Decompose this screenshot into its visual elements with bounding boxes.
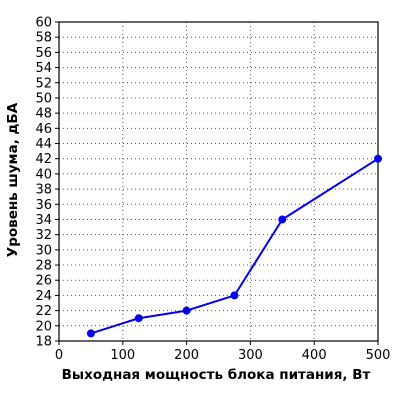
grid-lines: [59, 22, 378, 341]
x-axis-title: Выходная мощность блока питания, Вт: [62, 367, 371, 383]
axes: [55, 21, 379, 345]
y-tick-label: 20: [35, 319, 52, 334]
y-tick-label: 50: [35, 91, 52, 106]
data-point: [182, 306, 191, 315]
y-tick-label: 54: [35, 61, 52, 76]
y-tick-label: 46: [35, 122, 52, 137]
y-tick-label: 60: [35, 16, 52, 31]
x-tick-label: 300: [238, 348, 263, 363]
y-tick-label: 56: [35, 46, 52, 61]
data-point: [374, 154, 382, 163]
y-axis-title: Уровень шума, дБА: [5, 102, 21, 257]
y-tick-label: 24: [35, 289, 52, 304]
x-tick-label: 0: [55, 348, 63, 363]
y-tick-label: 28: [35, 259, 52, 274]
y-tick-label: 30: [35, 243, 52, 258]
y-tick-label: 22: [35, 304, 52, 319]
y-tick-label: 42: [35, 152, 52, 167]
y-tick-labels: 1820222426283032343638404244464850525456…: [35, 16, 52, 350]
x-tick-label: 100: [110, 348, 135, 363]
x-tick-label: 400: [302, 348, 327, 363]
x-tick-label: 500: [366, 348, 391, 363]
y-tick-label: 52: [35, 76, 52, 91]
y-tick-label: 32: [35, 228, 52, 243]
data-point: [278, 215, 287, 224]
y-tick-label: 34: [35, 213, 52, 228]
y-tick-label: 38: [35, 183, 52, 198]
y-tick-label: 58: [35, 31, 52, 46]
y-tick-label: 48: [35, 107, 52, 122]
data-point: [86, 329, 95, 338]
x-tick-label: 200: [174, 348, 199, 363]
plot-frame: [58, 21, 379, 342]
data-point: [134, 314, 143, 323]
y-tick-label: 36: [35, 198, 52, 213]
data-series: [86, 154, 382, 338]
series-line: [90, 157, 379, 335]
data-point: [230, 291, 239, 300]
x-tick-labels: 0 100 200 300 400 500: [55, 348, 391, 363]
y-tick-label: 44: [35, 137, 52, 152]
y-tick-label: 18: [35, 335, 52, 350]
y-tick-label: 40: [35, 167, 52, 182]
y-tick-label: 26: [35, 274, 52, 289]
